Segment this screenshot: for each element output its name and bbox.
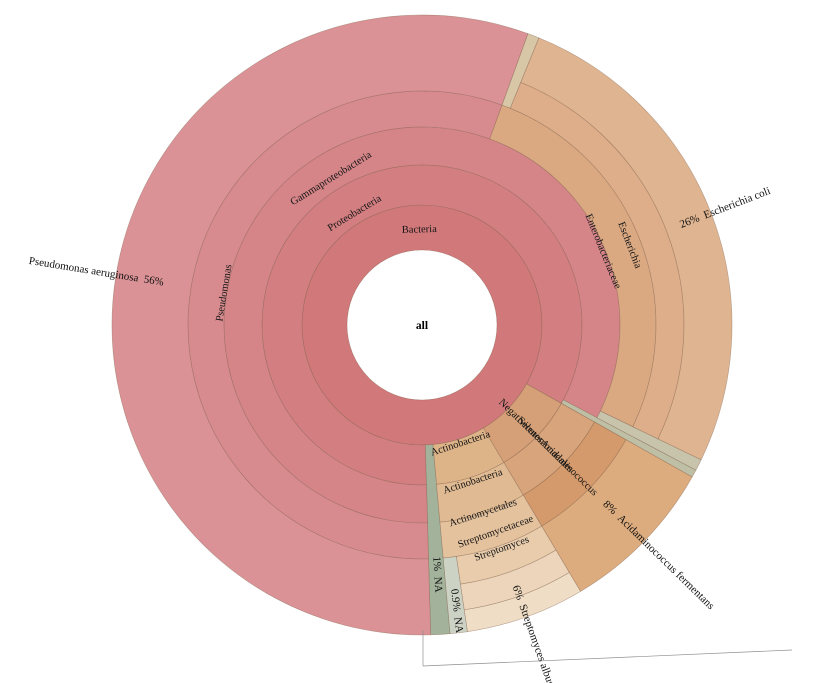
wedge-layer: [111, 14, 733, 636]
wedge-streptomyces-albus-d7[interactable]: [463, 572, 581, 632]
center-label[interactable]: all: [416, 320, 428, 332]
wedge-na-d5[interactable]: [442, 556, 468, 635]
wedge-na-d2[interactable]: [425, 444, 451, 636]
outer-label-na: 1% NA: [430, 556, 444, 593]
wedge-escherichia-coli-d6[interactable]: [520, 37, 733, 461]
callout-line-2: [422, 649, 793, 667]
label-bacteria: Bacteria: [402, 224, 438, 236]
outer-label-na: 0.9% NA: [448, 588, 465, 633]
wedge-na-d4[interactable]: [596, 410, 702, 471]
callout-layer: [422, 630, 793, 667]
wedge-pseudomonas-aeruginosa-d5[interactable]: [111, 14, 529, 636]
